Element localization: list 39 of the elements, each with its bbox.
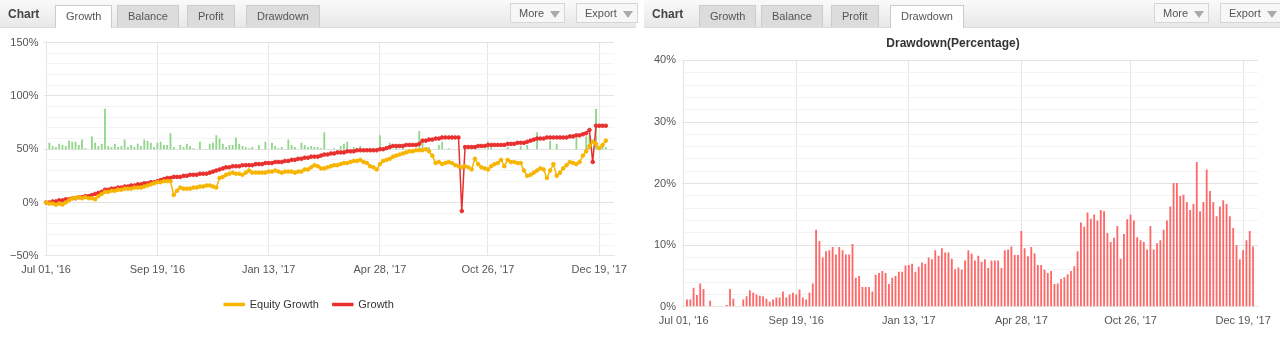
- text: Profit: [187, 5, 235, 27]
- y-tick-label: 150%: [10, 35, 39, 48]
- y-tick-label: −50%: [9, 248, 39, 261]
- text: Balance: [117, 5, 179, 27]
- y-tick-label: 10%: [653, 238, 677, 251]
- x-tick-label: Jul 01, '16: [21, 263, 71, 276]
- text: Growth: [55, 5, 113, 28]
- y-tick-label: 40%: [653, 53, 677, 66]
- x-tick-label: Jul 01, '16: [658, 314, 709, 327]
- legend-label: Growth: [358, 297, 394, 310]
- y-tick-label: 0%: [660, 299, 677, 312]
- y-tick-label: 100%: [10, 88, 39, 101]
- text: Export: [585, 7, 617, 19]
- y-tick-label: 20%: [653, 176, 677, 189]
- text: More: [1163, 7, 1189, 19]
- x-tick-label: Dec 19, '17: [571, 263, 627, 276]
- y-tick-label: 50%: [16, 142, 39, 155]
- x-tick-label: Apr 28, '17: [353, 263, 407, 276]
- x-tick-label: Oct 26, '17: [1104, 314, 1157, 327]
- x-tick-label: Sep 19, '16: [129, 263, 186, 276]
- text: Drawdown: [246, 5, 320, 27]
- x-tick-label: Jan 13, '17: [241, 263, 296, 276]
- text: Profit: [831, 5, 879, 27]
- text: Balance: [761, 5, 823, 27]
- text: Drawdown: [890, 5, 964, 28]
- chart-title: Drawdown(Percentage): [886, 35, 1020, 50]
- text: Export: [1229, 7, 1261, 19]
- x-tick-label: Jan 13, '17: [882, 314, 936, 327]
- text: More: [519, 7, 545, 19]
- x-tick-label: Oct 26, '17: [461, 263, 515, 276]
- x-tick-label: Apr 28, '17: [994, 314, 1048, 327]
- legend-label: Equity Growth: [249, 297, 319, 310]
- text: Chart: [8, 7, 40, 21]
- y-tick-label: 0%: [22, 195, 39, 208]
- y-tick-label: 30%: [653, 115, 677, 128]
- x-tick-label: Dec 19, '17: [1215, 314, 1271, 327]
- text: Growth: [699, 5, 757, 27]
- text: Chart: [652, 7, 684, 21]
- x-tick-label: Sep 19, '16: [768, 314, 824, 327]
